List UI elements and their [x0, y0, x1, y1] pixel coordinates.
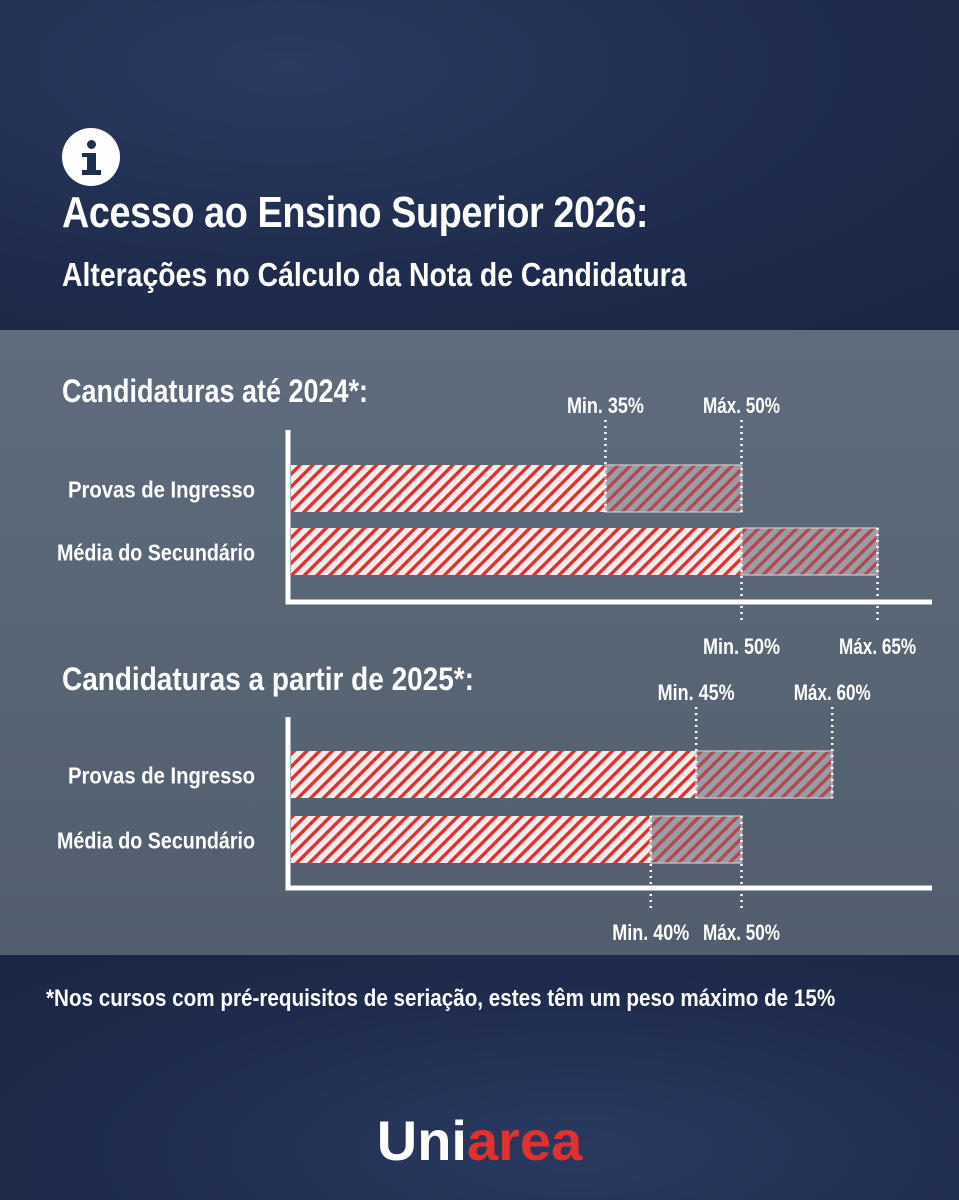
chart-1-label-min-0: Min. 45%	[658, 680, 735, 705]
info-icon	[62, 128, 120, 186]
chart-0-bar-min-0	[291, 465, 606, 512]
chart-1-bar-range-1	[649, 815, 743, 864]
page-subtitle: Alterações no Cálculo da Nota de Candida…	[62, 256, 687, 293]
chart-1-label-min-1: Min. 40%	[612, 920, 689, 945]
chart-1-label-max-0: Máx. 60%	[794, 680, 871, 705]
chart-0-label-max-0: Máx. 50%	[703, 393, 780, 418]
chart-0-category-label-0: Provas de Ingresso	[68, 477, 255, 503]
chart-1-title: Candidaturas a partir de 2025*:	[62, 661, 474, 697]
footer-background	[0, 955, 959, 1200]
chart-0-label-min-0: Min. 35%	[567, 393, 644, 418]
chart-0-category-label-1: Média do Secundário	[57, 540, 255, 566]
footnote: *Nos cursos com pré-requisitos de seriaç…	[46, 985, 836, 1012]
chart-1-bar-range-0	[695, 750, 834, 799]
chart-0-bar-range-0	[604, 464, 743, 513]
chart-1-category-label-0: Provas de Ingresso	[68, 763, 255, 789]
header-background	[0, 0, 959, 330]
chart-0-title: Candidaturas até 2024*:	[62, 373, 368, 409]
chart-0-bar-range-1	[740, 527, 879, 576]
chart-1-category-label-1: Média do Secundário	[57, 828, 255, 854]
chart-1-label-max-1: Máx. 50%	[703, 920, 780, 945]
charts-area: Candidaturas até 2024*: Provas de Ingress…	[57, 373, 932, 945]
chart-0-bar-min-1	[291, 528, 742, 575]
page-title: Acesso ao Ensino Superior 2026:	[62, 188, 649, 237]
chart-1-bar-min-0	[291, 751, 697, 798]
chart-0-label-max-1: Máx. 65%	[839, 634, 916, 659]
chart-0-label-min-1: Min. 50%	[703, 634, 780, 659]
brand-logo: Uniarea	[0, 1108, 959, 1173]
brand-logo-part1: Uni	[376, 1109, 467, 1172]
brand-logo-part2: area	[466, 1109, 583, 1172]
chart-1-bar-min-1	[291, 816, 651, 863]
